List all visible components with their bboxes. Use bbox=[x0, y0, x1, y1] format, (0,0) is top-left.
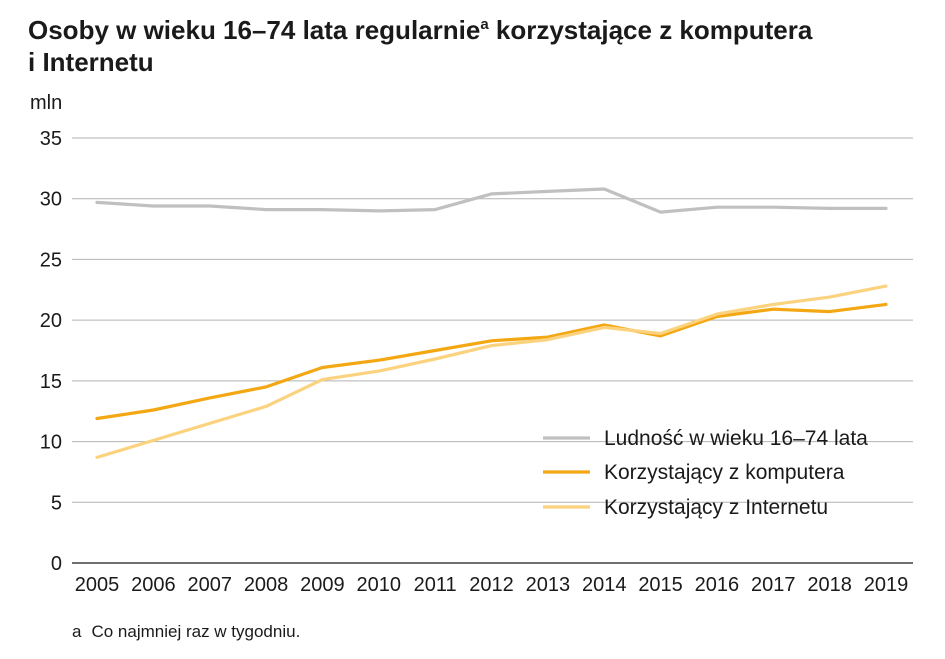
x-tick-label: 2019 bbox=[864, 574, 909, 596]
x-tick-label: 2017 bbox=[751, 574, 796, 596]
y-tick-label: 25 bbox=[40, 249, 62, 271]
title-part-2: korzystające z komputera bbox=[488, 15, 813, 45]
y-tick-label: 10 bbox=[40, 432, 62, 454]
series-line-1 bbox=[95, 187, 888, 214]
title-footnote-mark: a bbox=[480, 16, 489, 33]
footnote: a Co najmniej raz w tygodniu. bbox=[72, 622, 300, 642]
y-tick-label: 20 bbox=[40, 310, 62, 332]
series-line-2 bbox=[95, 302, 888, 421]
x-tick-label: 2013 bbox=[526, 574, 571, 596]
footnote-text: Co najmniej raz w tygodniu. bbox=[91, 622, 301, 641]
legend-label-3: Korzystający z Internetu bbox=[604, 496, 828, 519]
y-tick-label: 35 bbox=[40, 128, 62, 150]
x-axis-ticks: 2005 2006 2007 2008 2009 2010 2011 2012 2013 2014… bbox=[75, 574, 909, 596]
legend-label-2: Korzystający z komputera bbox=[604, 461, 845, 484]
y-axis-unit-label: mln bbox=[30, 92, 63, 114]
y-axis-ticks: 0 5 10 15 20 25 30 35 bbox=[40, 128, 62, 575]
footnote-mark: a bbox=[72, 622, 82, 641]
x-tick-label: 2010 bbox=[357, 574, 402, 596]
title-part-1: Osoby w wieku 16–74 lata regularnie bbox=[28, 15, 481, 45]
title-part-3: i Internetu bbox=[28, 47, 154, 77]
gridlines bbox=[72, 137, 913, 564]
series-lines bbox=[95, 187, 888, 459]
x-tick-label: 2014 bbox=[582, 574, 627, 596]
x-tick-label: 2015 bbox=[638, 574, 683, 596]
x-tick-label: 2012 bbox=[469, 574, 514, 596]
chart-title: Osoby w wieku 16–74 lata regularniea kor… bbox=[28, 14, 928, 78]
legend: Ludność w wieku 16–74 lata Korzystający z… bbox=[543, 427, 868, 519]
x-tick-label: 2016 bbox=[695, 574, 740, 596]
y-tick-label: 0 bbox=[51, 553, 62, 575]
legend-label-1: Ludność w wieku 16–74 lata bbox=[604, 427, 868, 450]
x-tick-label: 2005 bbox=[75, 574, 120, 596]
x-tick-label: 2006 bbox=[131, 574, 176, 596]
x-tick-label: 2018 bbox=[807, 574, 852, 596]
x-tick-label: 2009 bbox=[300, 574, 345, 596]
y-tick-label: 15 bbox=[40, 371, 62, 393]
y-tick-label: 30 bbox=[40, 189, 62, 211]
y-tick-label: 5 bbox=[51, 492, 62, 514]
series-line-3 bbox=[95, 284, 888, 459]
x-tick-label: 2008 bbox=[244, 574, 289, 596]
x-tick-label: 2011 bbox=[414, 574, 457, 596]
x-tick-label: 2007 bbox=[187, 574, 232, 596]
